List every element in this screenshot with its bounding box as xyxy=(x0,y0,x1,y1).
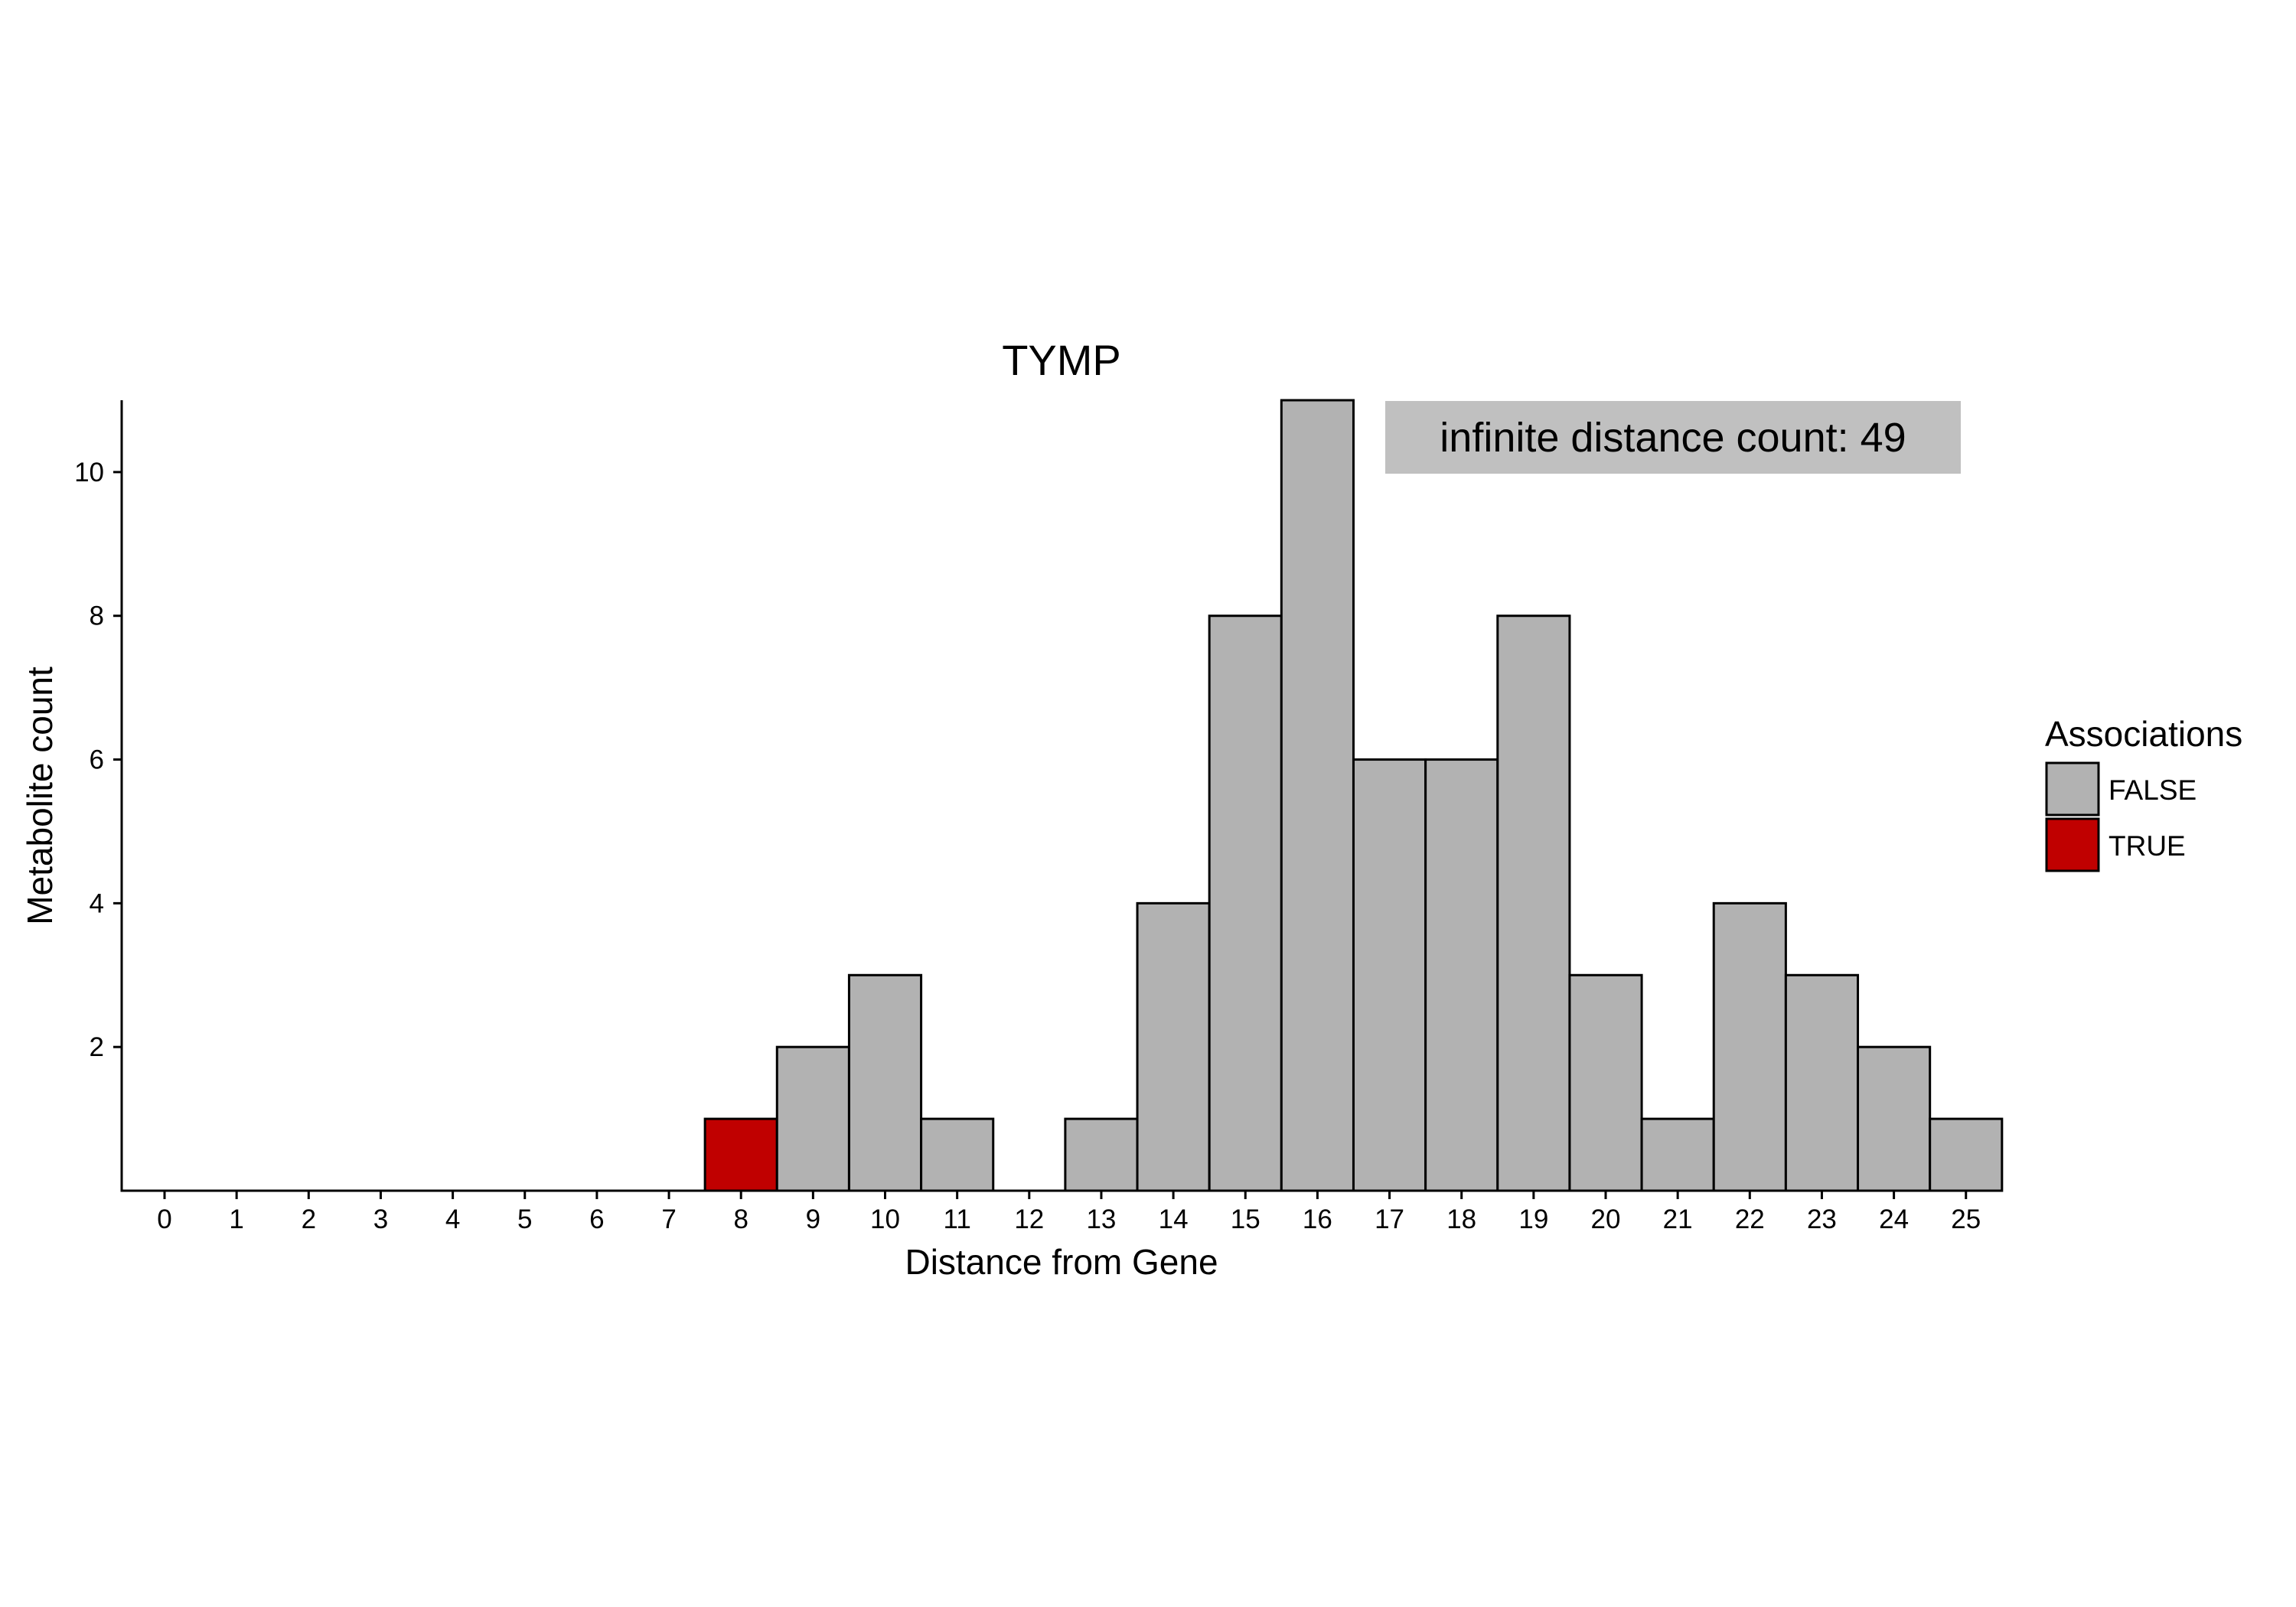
bar-22 xyxy=(1712,901,1787,1192)
bar-16 xyxy=(1280,399,1355,1192)
x-tick-label-11: 11 xyxy=(943,1204,970,1234)
bar-19 xyxy=(1496,614,1571,1192)
bar-9 xyxy=(775,1045,850,1192)
bar-18 xyxy=(1424,758,1499,1192)
legend-title: Associations xyxy=(2045,714,2242,754)
legend-key-true xyxy=(2045,817,2100,872)
x-tick-label-15: 15 xyxy=(1231,1204,1261,1234)
legend-key-false xyxy=(2045,761,2100,817)
y-tick-label-8: 8 xyxy=(90,601,104,631)
x-tick-label-21: 21 xyxy=(1663,1204,1693,1234)
x-tick-label-22: 22 xyxy=(1735,1204,1765,1234)
bar-25 xyxy=(1929,1117,2004,1192)
x-axis-title: Distance from Gene xyxy=(905,1242,1218,1282)
x-tick-label-8: 8 xyxy=(733,1204,748,1234)
x-tick-label-12: 12 xyxy=(1014,1204,1044,1234)
bar-8 xyxy=(703,1117,778,1192)
y-ticks-layer: 2 4 6 8 10 xyxy=(74,458,122,1062)
chart-title: TYMP xyxy=(1002,336,1121,384)
y-tick-label-10: 10 xyxy=(74,458,104,487)
x-tick-label-17: 17 xyxy=(1375,1204,1404,1234)
bar-15 xyxy=(1208,614,1283,1192)
x-tick-label-19: 19 xyxy=(1518,1204,1548,1234)
y-tick-label-4: 4 xyxy=(90,888,104,918)
x-tick-label-3: 3 xyxy=(373,1204,388,1234)
x-tick-label-18: 18 xyxy=(1446,1204,1476,1234)
annotation-background xyxy=(1385,401,1961,474)
x-tick-label-2: 2 xyxy=(302,1204,316,1234)
bar-23 xyxy=(1784,973,1860,1192)
x-tick-label-1: 1 xyxy=(229,1204,243,1234)
annotation-text: infinite distance count: 49 xyxy=(1440,415,1906,461)
x-ticks-layer: 0 1 2 3 4 5 6 7 8 9 10 11 12 13 14 15 16 17 18 19 20 21 22 23 24… xyxy=(157,1191,1981,1234)
x-tick-label-16: 16 xyxy=(1303,1204,1332,1234)
bars-layer xyxy=(703,399,2004,1192)
legend-label-true: TRUE xyxy=(2108,830,2186,862)
bar-24 xyxy=(1857,1045,1932,1192)
x-tick-label-10: 10 xyxy=(870,1204,900,1234)
x-tick-label-6: 6 xyxy=(589,1204,604,1234)
legend-label-false: FALSE xyxy=(2108,774,2197,806)
y-axis-title: Metabolite count xyxy=(20,667,60,925)
x-tick-label-25: 25 xyxy=(1951,1204,1981,1234)
x-tick-label-24: 24 xyxy=(1879,1204,1909,1234)
bar-21 xyxy=(1640,1117,1715,1192)
x-tick-label-14: 14 xyxy=(1159,1204,1189,1234)
y-tick-label-6: 6 xyxy=(90,745,104,775)
bar-17 xyxy=(1352,758,1427,1192)
annotation-box: infinite distance count: 49 xyxy=(1385,401,1961,474)
x-tick-label-7: 7 xyxy=(661,1204,676,1234)
bar-20 xyxy=(1568,973,1643,1192)
x-tick-label-0: 0 xyxy=(157,1204,171,1234)
x-tick-label-4: 4 xyxy=(445,1204,460,1234)
bar-10 xyxy=(847,973,923,1192)
bar-14 xyxy=(1136,901,1211,1192)
y-tick-label-2: 2 xyxy=(90,1032,104,1062)
legend: Associations FALSE TRUE xyxy=(2045,714,2242,872)
bar-11 xyxy=(920,1117,995,1192)
bar-13 xyxy=(1064,1117,1139,1192)
x-tick-label-5: 5 xyxy=(517,1204,532,1234)
x-tick-label-13: 13 xyxy=(1086,1204,1116,1234)
x-tick-label-20: 20 xyxy=(1591,1204,1621,1234)
x-tick-label-9: 9 xyxy=(806,1204,820,1234)
x-tick-label-23: 23 xyxy=(1807,1204,1837,1234)
